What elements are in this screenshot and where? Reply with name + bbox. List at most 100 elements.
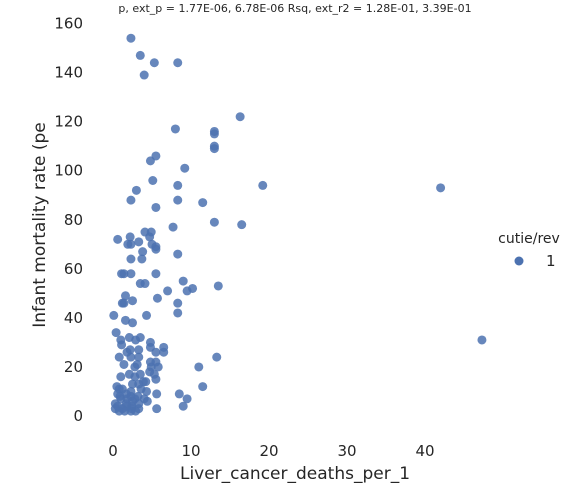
data-point [126, 195, 136, 205]
data-point [142, 310, 152, 320]
data-point [135, 333, 145, 342]
data-point [182, 394, 192, 404]
data-point [120, 315, 130, 325]
data-point [173, 58, 183, 68]
y-tick-label: 140 [54, 64, 83, 82]
data-point [152, 389, 162, 399]
data-point [145, 156, 155, 166]
data-point [126, 269, 136, 279]
x-axis-ticks: 0 10 20 30 40 [108, 442, 434, 460]
data-point [141, 377, 151, 387]
x-tick-label: 0 [108, 442, 118, 460]
data-point [173, 249, 183, 259]
data-point [151, 244, 161, 254]
data-point [139, 70, 149, 80]
data-point [212, 352, 222, 362]
data-point [134, 352, 144, 362]
data-point [173, 298, 183, 308]
data-point [436, 183, 446, 193]
data-point [145, 232, 155, 242]
data-point [134, 237, 144, 247]
data-point [163, 286, 173, 296]
x-tick-label: 10 [181, 442, 200, 460]
data-point [111, 328, 121, 338]
data-point [151, 374, 161, 384]
legend: cutie/rev 1 [498, 231, 560, 270]
data-point [128, 396, 137, 406]
data-point [159, 347, 169, 357]
y-tick-label: 160 [54, 15, 83, 33]
data-point [477, 335, 487, 345]
data-point [120, 291, 130, 301]
data-point [152, 404, 162, 414]
data-point [198, 198, 208, 208]
y-tick-label: 0 [73, 407, 83, 425]
y-tick-label: 20 [64, 358, 83, 376]
data-point [128, 379, 137, 389]
data-point [117, 340, 127, 350]
data-point [113, 234, 123, 244]
data-point [116, 372, 126, 382]
data-point [168, 222, 178, 232]
data-point [235, 112, 245, 122]
data-point [173, 308, 183, 318]
data-point [126, 33, 136, 43]
x-axis-label: Liver_cancer_deaths_per_1 [180, 464, 410, 484]
data-point [178, 401, 188, 411]
data-point [180, 163, 190, 173]
y-tick-label: 120 [54, 113, 83, 131]
data-point [153, 362, 163, 372]
legend-title: cutie/rev [498, 231, 560, 247]
data-point [130, 372, 140, 382]
data-point [194, 362, 204, 372]
data-point [209, 144, 219, 154]
data-point [198, 382, 208, 392]
y-tick-label: 80 [64, 211, 83, 229]
data-point [213, 281, 223, 291]
data-point [151, 202, 161, 212]
y-tick-label: 60 [64, 260, 83, 278]
data-point [121, 401, 131, 411]
data-point [258, 180, 268, 190]
data-point [173, 180, 183, 190]
legend-marker [514, 256, 524, 266]
data-point [209, 129, 219, 139]
data-point [173, 195, 183, 205]
data-point [134, 345, 144, 355]
data-point [182, 286, 192, 296]
data-point [125, 232, 135, 242]
data-point [135, 50, 145, 60]
data-point [151, 347, 161, 357]
data-point [142, 396, 152, 406]
data-point [114, 352, 124, 362]
data-point [152, 293, 162, 303]
data-point [109, 310, 119, 320]
data-point [142, 386, 152, 396]
y-tick-label: 40 [64, 309, 83, 327]
data-point [237, 220, 247, 230]
data-point [119, 269, 129, 279]
data-point [131, 406, 141, 416]
data-point [128, 318, 137, 328]
y-axis-ticks: 0 20 40 60 80 100 120 140 160 [54, 15, 83, 426]
x-tick-label: 30 [337, 442, 356, 460]
data-point [124, 333, 134, 342]
data-point [130, 362, 140, 372]
y-axis-label: Infant mortality rate (pe [30, 122, 50, 327]
chart-title: p, ext_p = 1.77E-06, 6.78E-06 Rsq, ext_r… [118, 2, 471, 15]
data-point [119, 359, 129, 369]
data-point [126, 352, 136, 362]
y-tick-label: 100 [54, 162, 83, 180]
data-point [149, 58, 159, 68]
x-tick-label: 20 [259, 442, 278, 460]
data-point [119, 298, 129, 308]
legend-entry-label: 1 [546, 252, 556, 270]
data-point [178, 276, 188, 286]
data-point [138, 247, 148, 257]
data-point [174, 389, 184, 399]
scatter-points [109, 33, 487, 416]
data-point [209, 217, 219, 227]
data-point [137, 254, 147, 264]
data-point [126, 254, 136, 264]
